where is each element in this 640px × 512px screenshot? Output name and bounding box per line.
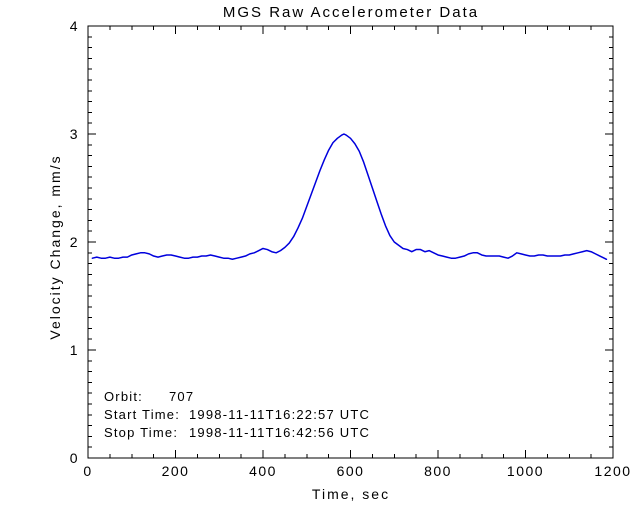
annotation-start-time-value: 1998-11-11T16:22:57 UTC: [189, 407, 370, 422]
x-tick-label: 1000: [507, 463, 544, 479]
axes-layer: [87, 25, 614, 459]
annotation-orbit-value: 707: [169, 389, 194, 404]
x-tick-label: 200: [162, 463, 190, 479]
annotation-block: Orbit: 707 Start Time: 1998-11-11T16:22:…: [104, 389, 370, 440]
y-tick-label: 4: [70, 18, 79, 34]
y-tick-label: 2: [70, 234, 79, 250]
x-tick-label: 800: [424, 463, 452, 479]
chart-title: MGS Raw Accelerometer Data: [223, 4, 479, 21]
x-axis-label: Time, sec: [312, 486, 390, 502]
annotation-start-time-label: Start Time:: [104, 407, 180, 422]
y-tick-label: 3: [70, 126, 79, 142]
y-tick-label: 1: [70, 342, 79, 358]
y-tick-label: 0: [70, 450, 79, 466]
x-tick-label: 600: [337, 463, 365, 479]
x-tick-label: 0: [83, 463, 92, 479]
data-series-layer: [91, 133, 608, 261]
annotation-stop-time-label: Stop Time:: [104, 425, 178, 440]
plot-frame: [87, 25, 614, 459]
x-tick-label: 1200: [594, 463, 631, 479]
annotation-orbit-label: Orbit:: [104, 389, 143, 404]
tick-labels: 0 200 400 600 800 1000 1200 0 1 2 3 4: [70, 18, 631, 479]
y-axis-label: Velocity Change, mm/s: [47, 154, 63, 339]
x-tick-label: 400: [249, 463, 277, 479]
data-curve-velocity-change: [91, 133, 608, 261]
annotation-stop-time-value: 1998-11-11T16:42:56 UTC: [189, 425, 370, 440]
